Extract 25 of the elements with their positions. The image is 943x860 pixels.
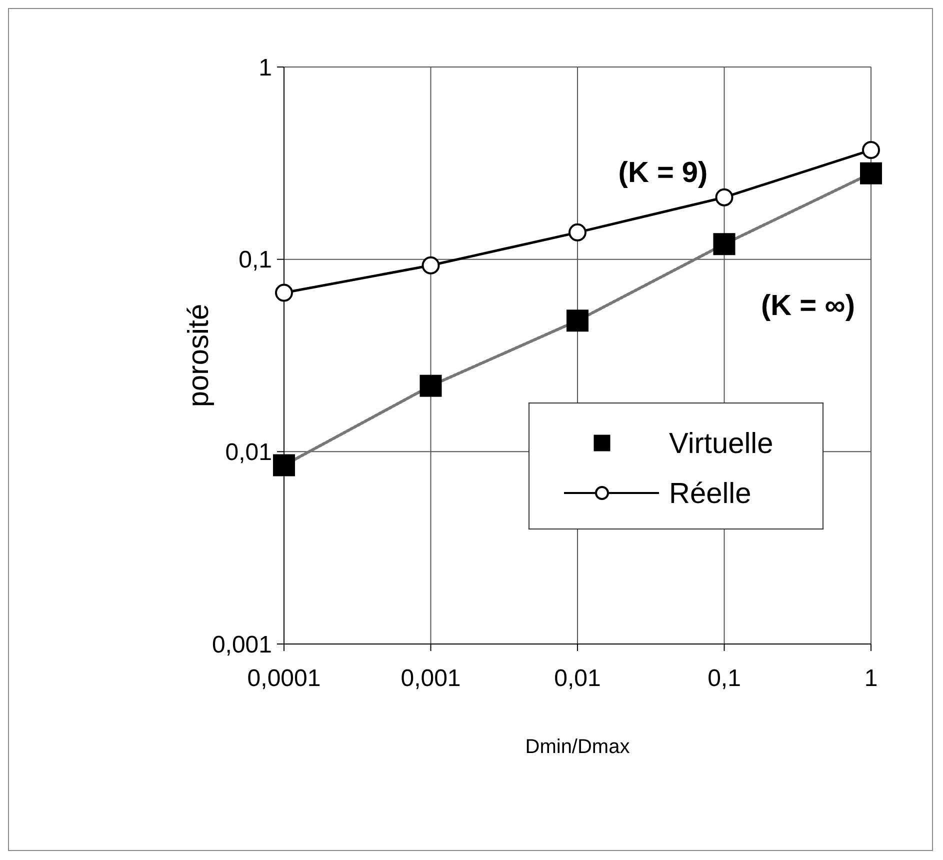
x-tick-label: 0,1 [708,665,741,692]
y-tick-label: 0,01 [225,439,272,466]
x-tick-label: 0,001 [400,665,461,692]
legend-label: Virtuelle [669,428,774,460]
point [862,141,880,160]
point [568,223,586,242]
y-tick-label: 0,001 [212,631,272,658]
x-tick-label: 1 [864,665,878,692]
point [275,284,293,302]
point [860,162,882,184]
point [420,374,442,397]
point [422,256,440,274]
point [566,310,588,332]
x-axis-title: Dmin/Dmax [525,736,630,758]
annotation: (K = ∞) [761,290,855,322]
y-axis-title: porosité [183,304,215,408]
y-tick-label: 1 [258,54,272,82]
x-tick-label: 0,0001 [247,665,321,692]
x-tick-label: 0,01 [554,665,601,692]
annotation: (K = 9) [618,157,708,190]
legend-label: Réelle [669,478,752,510]
y-tick-label: 0,1 [238,246,272,274]
point [715,188,734,206]
point [713,233,736,256]
point [273,454,295,476]
